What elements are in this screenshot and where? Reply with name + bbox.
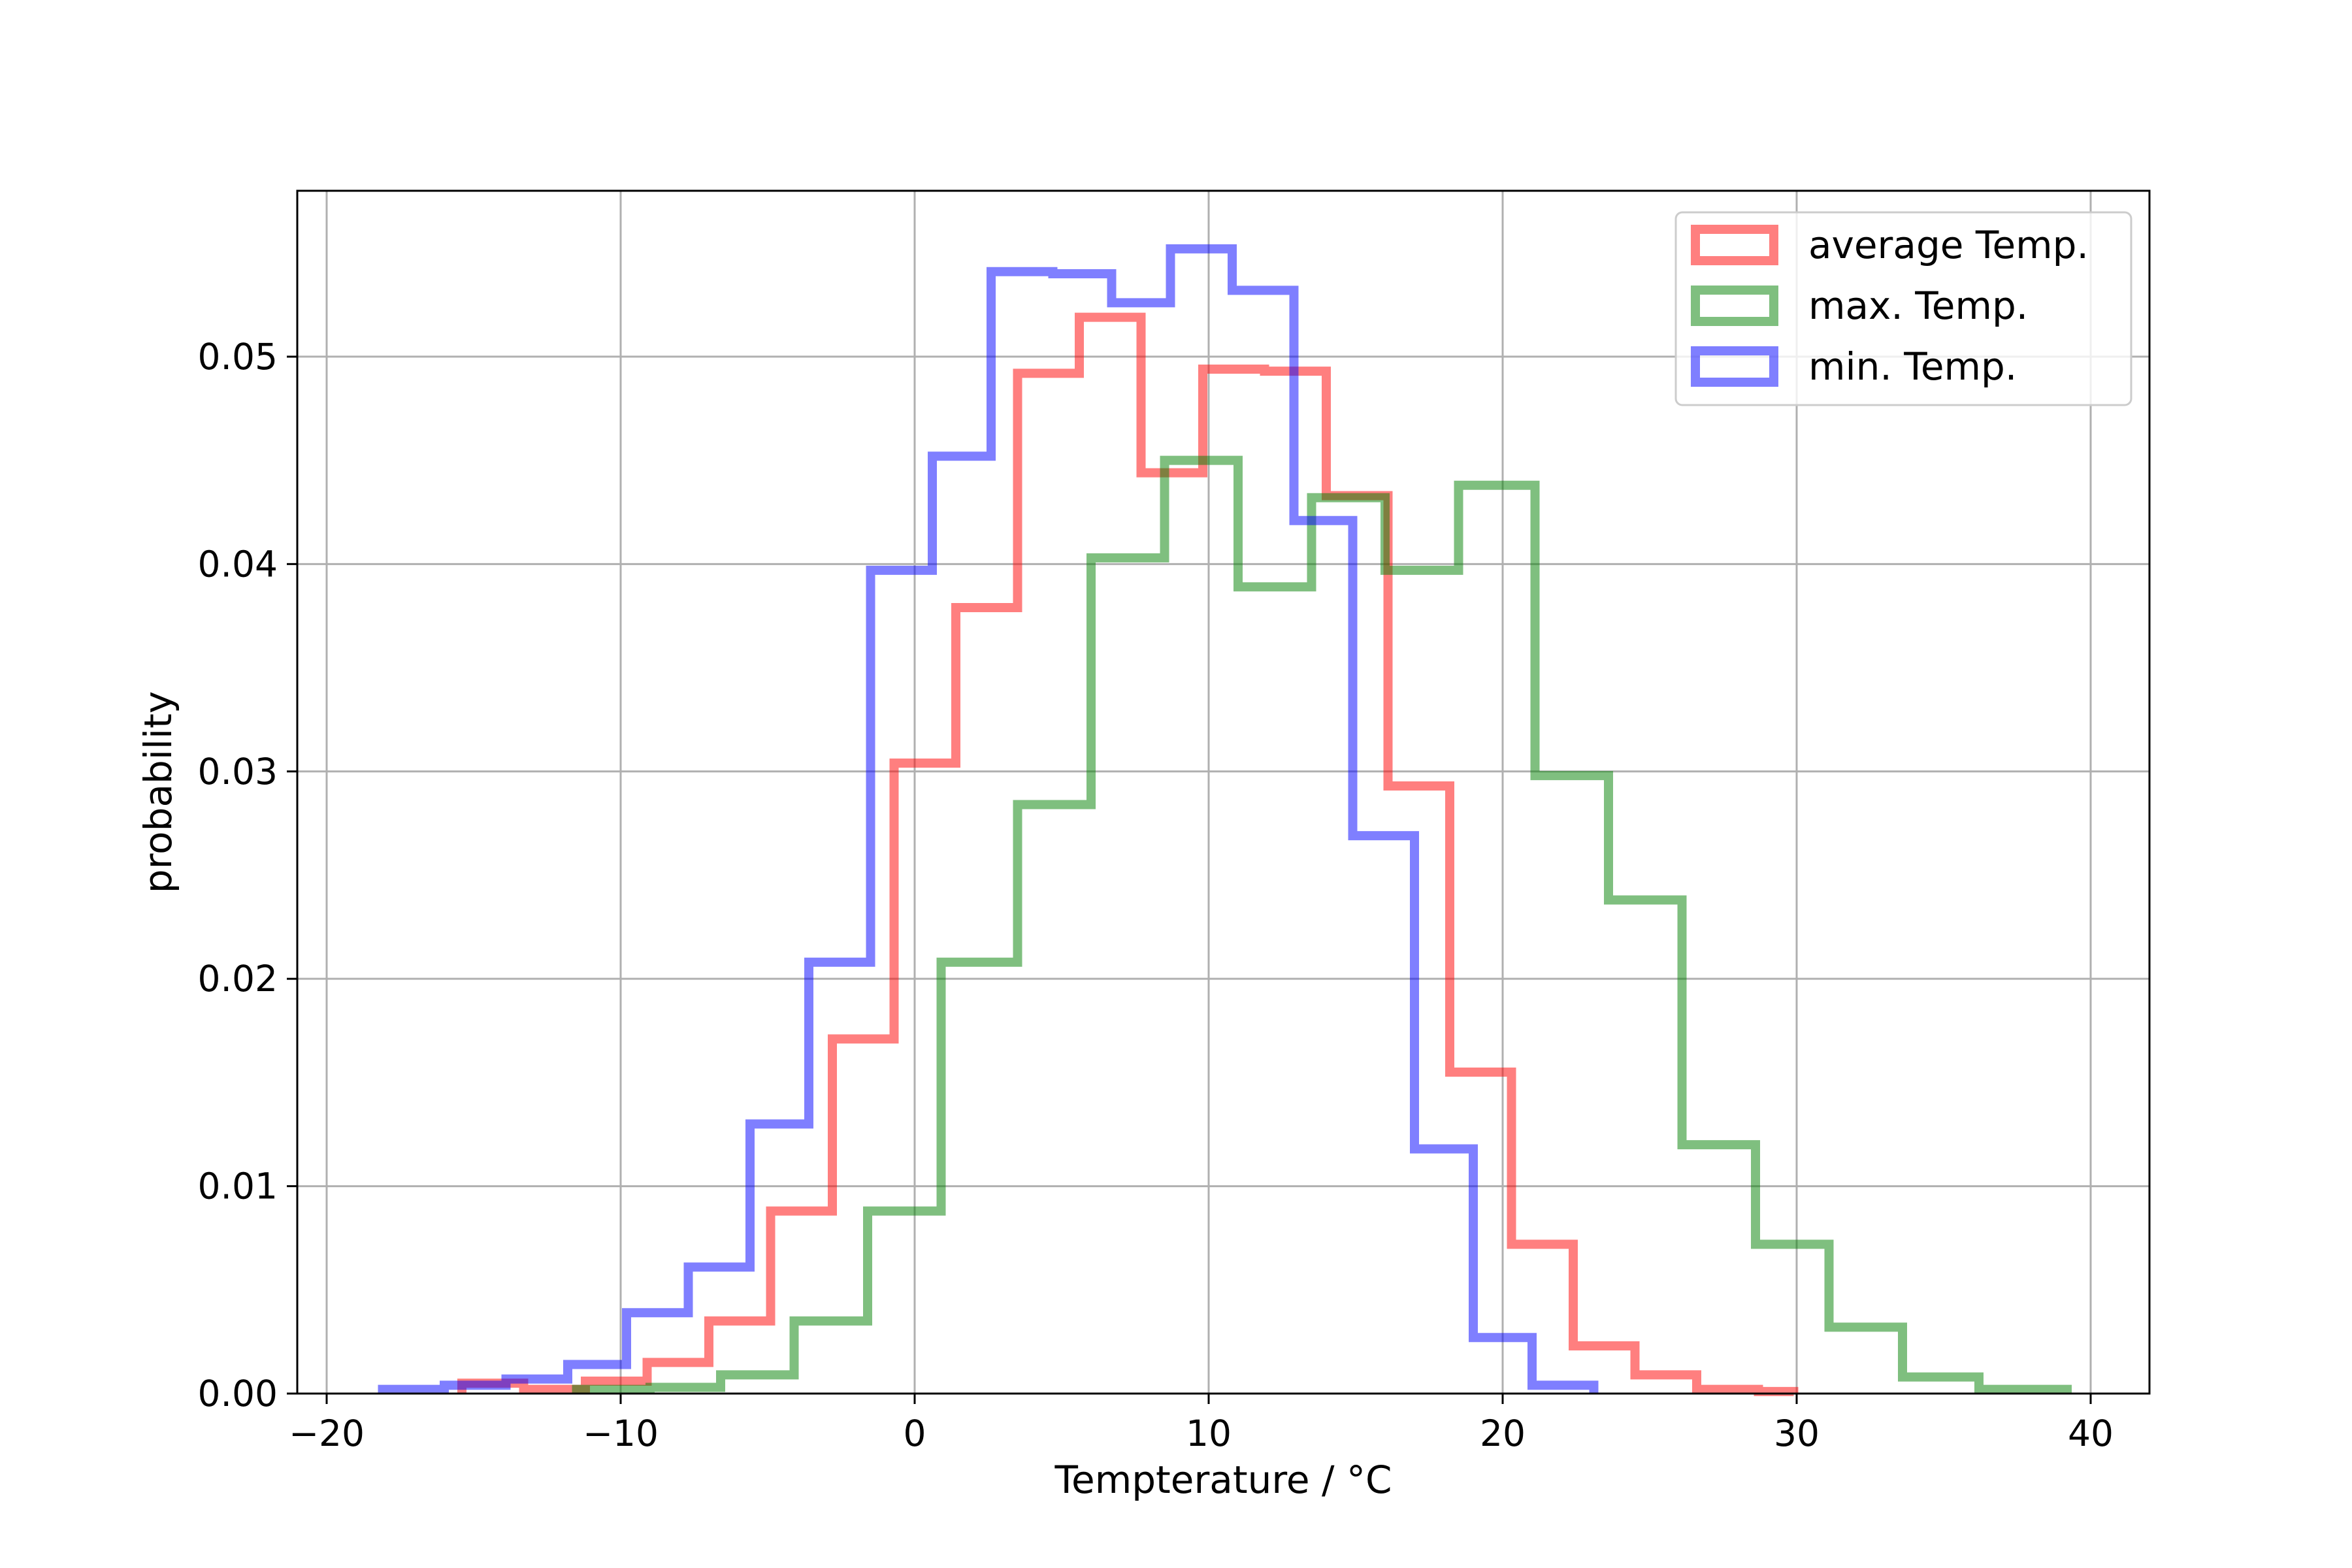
plot-frame xyxy=(296,189,2151,1395)
legend-swatch xyxy=(1691,346,1778,387)
histogram-outline xyxy=(572,455,2072,1394)
legend-label: average Temp. xyxy=(1808,223,2089,267)
series-0 xyxy=(457,312,1799,1396)
y-tick-label: 0.05 xyxy=(198,336,278,378)
x-tick-label: 40 xyxy=(2068,1413,2114,1454)
y-axis-label: probability xyxy=(136,691,180,893)
x-tick-label: 10 xyxy=(1186,1413,1232,1454)
histogram-outline xyxy=(457,312,1799,1396)
x-tick-label: 20 xyxy=(1480,1413,1526,1454)
x-tick-label: −10 xyxy=(583,1413,659,1454)
x-tick-label: −20 xyxy=(289,1413,365,1454)
histogram-series-group xyxy=(378,244,2072,1396)
y-tick-label: 0.02 xyxy=(198,958,278,1000)
legend-swatch xyxy=(1691,225,1778,265)
histogram-outline xyxy=(378,244,1599,1394)
y-axis-ticks: 0.00 0.01 0.02 0.03 0.04 0.05 xyxy=(198,336,297,1414)
series-1 xyxy=(572,455,2072,1394)
y-tick-label: 0.01 xyxy=(198,1166,278,1207)
legend-label: min. Temp. xyxy=(1808,344,2017,389)
x-axis-ticks: −20 −10 0 10 20 30 40 xyxy=(289,1394,2114,1454)
legend-label: max. Temp. xyxy=(1808,284,2028,328)
legend: average Temp. max. Temp. min. Temp. xyxy=(1674,211,2132,406)
legend-box xyxy=(1674,211,2132,406)
y-tick-label: 0.03 xyxy=(198,751,278,792)
x-tick-label: 0 xyxy=(904,1413,926,1454)
x-tick-label: 30 xyxy=(1774,1413,1820,1454)
legend-swatch xyxy=(1691,286,1778,326)
y-tick-label: 0.04 xyxy=(198,543,278,585)
x-axis-label: Tempterature / °C xyxy=(1054,1458,1392,1502)
series-2 xyxy=(378,244,1599,1394)
y-tick-label: 0.00 xyxy=(198,1373,278,1414)
